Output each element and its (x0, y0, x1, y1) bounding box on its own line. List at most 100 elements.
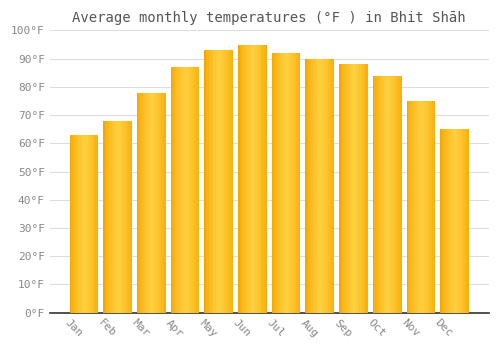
Bar (299, 53, 300, 313)
Bar (312, 59, 314, 313)
Bar (394, 76, 396, 313)
Bar (112, 121, 114, 313)
Bar (365, 64, 366, 313)
Bar (278, 53, 279, 313)
Bar (246, 44, 247, 313)
Bar (468, 129, 469, 313)
Bar (311, 59, 312, 313)
Bar (414, 101, 415, 313)
Bar (105, 121, 106, 313)
Bar (421, 101, 422, 313)
Bar (320, 59, 322, 313)
Bar (454, 129, 456, 313)
Bar (80, 135, 81, 313)
Bar (88, 135, 90, 313)
Bar (153, 92, 154, 313)
Bar (129, 121, 130, 313)
Bar (262, 44, 264, 313)
Bar (464, 129, 466, 313)
Bar (92, 135, 94, 313)
Bar (110, 121, 112, 313)
Bar (194, 67, 195, 313)
Bar (78, 135, 80, 313)
Bar (431, 101, 432, 313)
Bar (443, 129, 444, 313)
Bar (318, 59, 320, 313)
Bar (223, 50, 224, 313)
Bar (355, 64, 356, 313)
Bar (294, 53, 296, 313)
Bar (328, 59, 330, 313)
Bar (373, 76, 374, 313)
Bar (326, 59, 327, 313)
Bar (222, 50, 223, 313)
Bar (244, 44, 246, 313)
Bar (186, 67, 188, 313)
Bar (296, 53, 298, 313)
Bar (446, 129, 448, 313)
Bar (158, 92, 160, 313)
Bar (345, 64, 346, 313)
Bar (116, 121, 118, 313)
Bar (144, 92, 146, 313)
Bar (188, 67, 190, 313)
Bar (424, 101, 425, 313)
Bar (74, 135, 76, 313)
Bar (147, 92, 148, 313)
Bar (146, 92, 147, 313)
Bar (256, 44, 258, 313)
Bar (120, 121, 122, 313)
Bar (284, 53, 286, 313)
Bar (71, 135, 72, 313)
Bar (284, 53, 285, 313)
Bar (430, 101, 431, 313)
Bar (444, 129, 446, 313)
Bar (86, 135, 87, 313)
Bar (152, 92, 153, 313)
Bar (282, 53, 284, 313)
Bar (81, 135, 82, 313)
Bar (412, 101, 414, 313)
Bar (220, 50, 222, 313)
Bar (115, 121, 116, 313)
Bar (411, 101, 412, 313)
Bar (450, 129, 452, 313)
Bar (210, 50, 212, 313)
Bar (448, 129, 449, 313)
Bar (266, 44, 267, 313)
Bar (119, 121, 120, 313)
Bar (393, 76, 394, 313)
Bar (362, 64, 364, 313)
Bar (174, 67, 175, 313)
Bar (360, 64, 362, 313)
Bar (157, 92, 158, 313)
Bar (241, 44, 242, 313)
Bar (377, 76, 378, 313)
Bar (254, 44, 256, 313)
Bar (238, 44, 266, 313)
Bar (366, 64, 368, 313)
Bar (406, 101, 408, 313)
Bar (228, 50, 229, 313)
Bar (400, 76, 402, 313)
Bar (125, 121, 126, 313)
Bar (373, 76, 402, 313)
Bar (178, 67, 180, 313)
Bar (332, 59, 333, 313)
Bar (181, 67, 182, 313)
Bar (90, 135, 91, 313)
Bar (77, 135, 78, 313)
Bar (118, 121, 119, 313)
Bar (104, 121, 105, 313)
Bar (376, 76, 377, 313)
Bar (143, 92, 144, 313)
Bar (148, 92, 150, 313)
Bar (442, 129, 443, 313)
Bar (274, 53, 276, 313)
Bar (382, 76, 383, 313)
Bar (386, 76, 387, 313)
Bar (273, 53, 274, 313)
Bar (242, 44, 244, 313)
Bar (170, 67, 200, 313)
Bar (212, 50, 213, 313)
